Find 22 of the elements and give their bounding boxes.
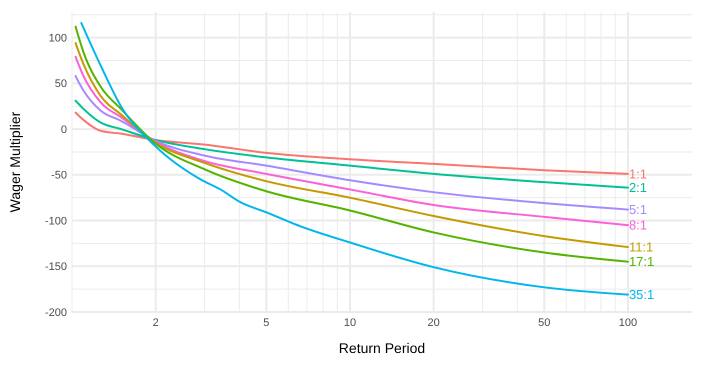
y-tick-label: -200 — [44, 306, 67, 319]
series-label: 17:1 — [628, 254, 654, 270]
y-tick-label: -50 — [51, 170, 67, 182]
series-label: 2:1 — [628, 180, 648, 196]
series-label: 1:1 — [628, 166, 648, 182]
y-tick-label: 50 — [54, 78, 67, 90]
x-tick-label: 50 — [538, 317, 550, 329]
y-tick-label: -150 — [44, 261, 67, 274]
x-tick-label: 100 — [618, 317, 638, 329]
x-tick-label: 5 — [263, 317, 270, 329]
y-axis-title: Wager Multiplier — [7, 111, 23, 212]
series-label: 8:1 — [628, 218, 648, 233]
x-tick-label: 2 — [152, 317, 159, 329]
y-tick-label: -100 — [44, 215, 67, 228]
x-tick-label: 10 — [344, 317, 356, 329]
x-tick-label: 20 — [428, 317, 440, 329]
x-axis-title: Return Period — [338, 340, 426, 356]
series-label: 5:1 — [628, 202, 648, 218]
series-label: 35:1 — [628, 287, 654, 302]
series-label: 11:1 — [628, 240, 654, 255]
y-tick-label: 0 — [60, 124, 67, 136]
y-tick-label: 100 — [48, 32, 67, 44]
